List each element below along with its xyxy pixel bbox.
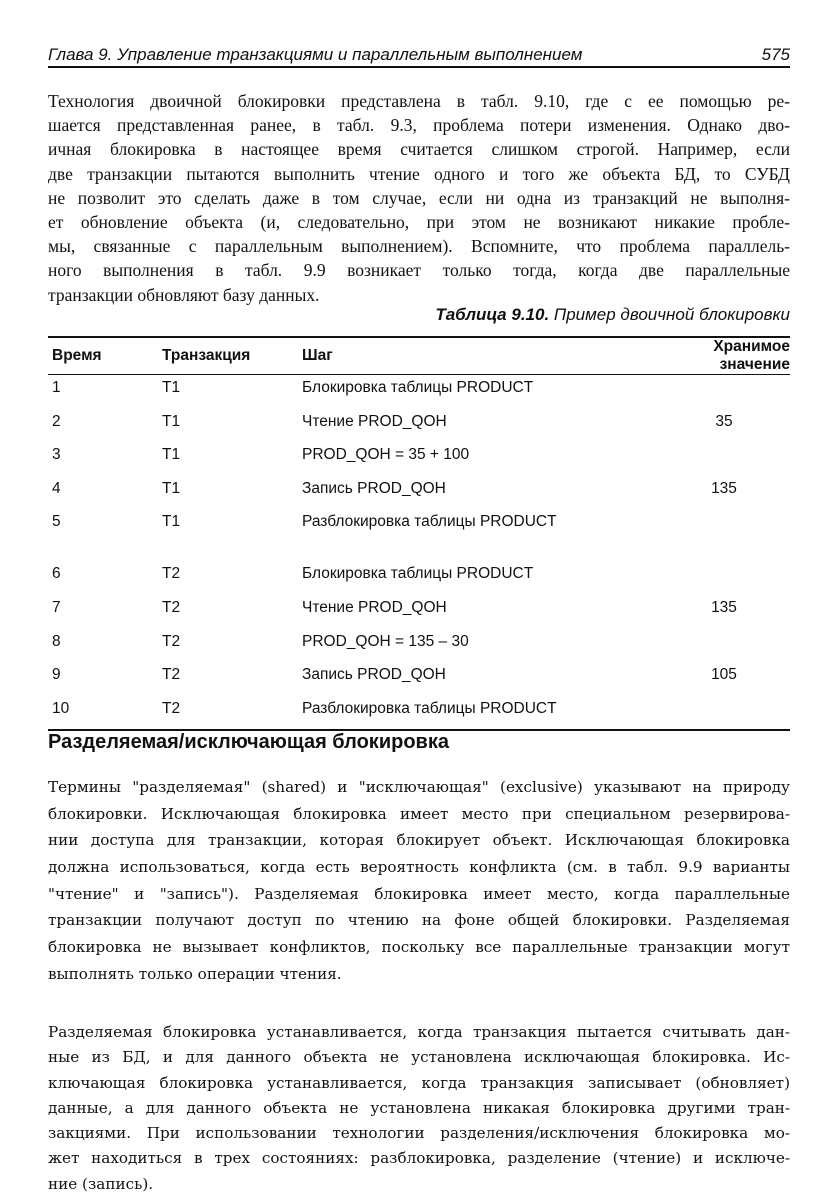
cell-time: 4 <box>52 479 61 497</box>
cell-time: 8 <box>52 632 61 650</box>
cell-transaction: T2 <box>162 666 181 684</box>
cell-transaction: T2 <box>162 565 181 583</box>
cell-step: Запись PROD_QOH <box>302 666 446 684</box>
text-line: ет обновление объекта (и, следовательно,… <box>48 211 790 232</box>
text-line: транзакции получают доступ по чтению на … <box>48 911 790 930</box>
column-header-time: Время <box>52 347 102 364</box>
chapter-title: Глава 9. Управление транзакциями и парал… <box>48 45 583 64</box>
table-caption-text: Пример двоичной блокировки <box>549 305 790 324</box>
shared-exclusive-paragraph-2: Разделяемая блокировка устанавливается, … <box>48 1020 790 1197</box>
cell-time: 1 <box>52 379 61 396</box>
text-line: блокировка не вызывает конфликтов, поско… <box>48 938 790 957</box>
shared-exclusive-paragraph-1: Термины "разделяемая" (shared) и "исключ… <box>48 774 790 988</box>
cell-time: 7 <box>52 598 61 616</box>
cell-transaction: T2 <box>162 598 181 616</box>
table-caption-label: Таблица 9.10. <box>435 305 550 324</box>
cell-step: Чтение PROD_QOH <box>302 598 447 616</box>
cell-step: PROD_QOH = 35 + 100 <box>302 446 470 464</box>
cell-time: 6 <box>52 565 61 583</box>
text-line: шается представленная ранее, в табл. 9.3… <box>48 115 790 136</box>
text-line: Термины "разделяемая" (shared) и "исключ… <box>48 778 790 796</box>
table-row: 3 T1 PROD_QOH = 35 + 100 <box>48 442 790 476</box>
cell-step: Разблокировка таблицы PRODUCT <box>302 513 557 531</box>
cell-stored-value: 135 <box>711 479 737 497</box>
section-heading: Разделяемая/исключающая блокировка <box>48 731 449 753</box>
cell-time: 2 <box>52 412 61 430</box>
text-line: блокировки. Исключающая блокировка имеет… <box>48 804 790 823</box>
text-line: закциями. При использовании технологии р… <box>48 1124 790 1143</box>
cell-stored-value <box>658 561 790 595</box>
table-row: 10 T2 Разблокировка таблицы PRODUCT <box>48 696 790 731</box>
cell-transaction: T1 <box>162 379 181 396</box>
cell-transaction: T1 <box>162 446 181 464</box>
cell-transaction: T2 <box>162 699 181 717</box>
text-line: ные из БД, и для данного объекта не уста… <box>48 1048 790 1067</box>
cell-stored-value <box>658 442 790 476</box>
cell-time: 10 <box>52 699 70 717</box>
cell-time: 9 <box>52 666 61 684</box>
cell-stored-value: 35 <box>715 412 733 430</box>
intro-paragraph: Технология двоичной блокировки представл… <box>48 89 790 307</box>
cell-transaction: T1 <box>162 412 181 430</box>
text-line: "чтение" и "запись"). Разделяемая блокир… <box>48 884 790 903</box>
table-row: 7 T2 Чтение PROD_QOH 135 <box>48 595 790 629</box>
text-line: данные, а для данного объекта не установ… <box>48 1098 790 1117</box>
cell-transaction: T2 <box>162 632 181 650</box>
text-line: транзакции обновляют базу данных. <box>48 284 320 305</box>
cell-step: Блокировка таблицы PRODUCT <box>302 565 534 583</box>
table-row: 1 T1 Блокировка таблицы PRODUCT <box>48 375 790 409</box>
text-line: должна использоваться, когда есть вероят… <box>48 858 790 877</box>
table-row: 8 T2 PROD_QOH = 135 – 30 <box>48 629 790 663</box>
cell-stored-value <box>658 629 790 663</box>
table-header-row: Время Транзакция Шаг Хранимое значение <box>48 337 790 375</box>
cell-stored-value: 105 <box>711 666 737 684</box>
cell-stored-value <box>658 375 790 409</box>
text-line: ключающая блокировка устанавливается, ко… <box>48 1073 790 1092</box>
text-line: ние (запись). <box>48 1174 154 1193</box>
column-header-stored-value: Хранимое значение <box>713 338 790 373</box>
column-header-step: Шаг <box>302 347 333 364</box>
column-header-transaction: Транзакция <box>162 347 251 364</box>
text-line: мы, связанные с параллельным выполнением… <box>48 236 790 257</box>
table-row: 5 T1 Разблокировка таблицы PRODUCT <box>48 509 790 561</box>
text-line: нии доступа для транзакции, которая блок… <box>48 831 790 850</box>
cell-stored-value <box>658 696 790 731</box>
text-line: Технология двоичной блокировки представл… <box>48 91 790 111</box>
table-row: 6 T2 Блокировка таблицы PRODUCT <box>48 561 790 595</box>
cell-stored-value: 135 <box>711 598 737 616</box>
text-line: Разделяемая блокировка устанавливается, … <box>48 1023 790 1041</box>
cell-time: 3 <box>52 446 61 464</box>
cell-time: 5 <box>52 513 61 531</box>
cell-step: Блокировка таблицы PRODUCT <box>302 379 534 396</box>
text-line: ного выполнения в табл. 9.9 возникает то… <box>48 260 790 281</box>
table-row: 2 T1 Чтение PROD_QOH 35 <box>48 409 790 443</box>
cell-step: Чтение PROD_QOH <box>302 412 447 430</box>
table-row: 9 T2 Запись PROD_QOH 105 <box>48 662 790 696</box>
cell-transaction: T1 <box>162 513 181 531</box>
cell-step: PROD_QOH = 135 – 30 <box>302 632 469 650</box>
text-line: жет находиться в трех состояниях: разбло… <box>48 1149 790 1168</box>
table-row: 4 T1 Запись PROD_QOH 135 <box>48 476 790 510</box>
text-line: ичная блокировка в настоящее время счита… <box>48 139 790 160</box>
cell-step: Запись PROD_QOH <box>302 479 446 497</box>
page-number: 575 <box>761 45 790 64</box>
cell-step: Разблокировка таблицы PRODUCT <box>302 699 557 717</box>
running-header: Глава 9. Управление транзакциями и парал… <box>48 38 790 68</box>
binary-lock-table: Время Транзакция Шаг Хранимое значение 1… <box>48 336 790 731</box>
text-line: не позволит это сделать даже в том случа… <box>48 187 790 208</box>
text-line: две транзакции пытаются выполнить чтение… <box>48 163 790 184</box>
table-caption: Таблица 9.10. Пример двоичной блокировки <box>435 305 790 325</box>
cell-transaction: T1 <box>162 479 181 497</box>
cell-stored-value <box>658 509 790 561</box>
text-line: выполнять только операции чтения. <box>48 964 342 983</box>
